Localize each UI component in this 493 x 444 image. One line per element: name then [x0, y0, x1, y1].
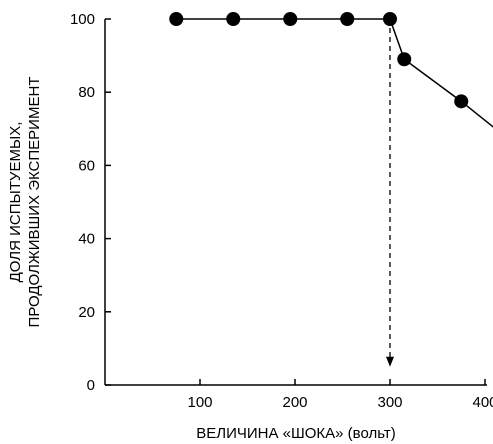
x-tick-label: 100	[187, 394, 212, 411]
series-group	[169, 12, 493, 128]
y-ticks: 0 20 40 60 80 100	[70, 11, 111, 394]
y-tick-label: 0	[87, 377, 95, 394]
x-tick-label: 200	[282, 394, 307, 411]
y-axis-title-line2: ПРОДОЛЖИВШИХ ЭКСПЕРИМЕНТ	[26, 77, 43, 328]
y-tick-label: 80	[78, 84, 95, 101]
x-ticks: 100 200 300 400	[187, 379, 493, 411]
data-point	[283, 12, 298, 26]
y-tick-label: 20	[78, 304, 95, 321]
y-tick-label: 100	[70, 11, 95, 28]
data-point	[383, 12, 397, 26]
y-tick-label: 40	[78, 231, 95, 248]
x-tick-label: 400	[472, 394, 493, 411]
annotations	[386, 19, 394, 367]
data-point	[169, 12, 184, 26]
y-axis-title-line1: ДОЛЯ ИСПЫТУЕМЫХ,	[7, 122, 24, 283]
data-point	[340, 12, 355, 26]
data-point	[397, 52, 412, 67]
data-point	[226, 12, 241, 26]
data-point	[454, 94, 469, 109]
series-line	[176, 18, 493, 128]
arrow-head-icon	[386, 356, 394, 367]
x-tick-label: 300	[377, 394, 402, 411]
x-axis-title: ВЕЛИЧИНА «ШОКА» (вольт)	[196, 425, 396, 442]
y-tick-label: 60	[78, 157, 95, 174]
